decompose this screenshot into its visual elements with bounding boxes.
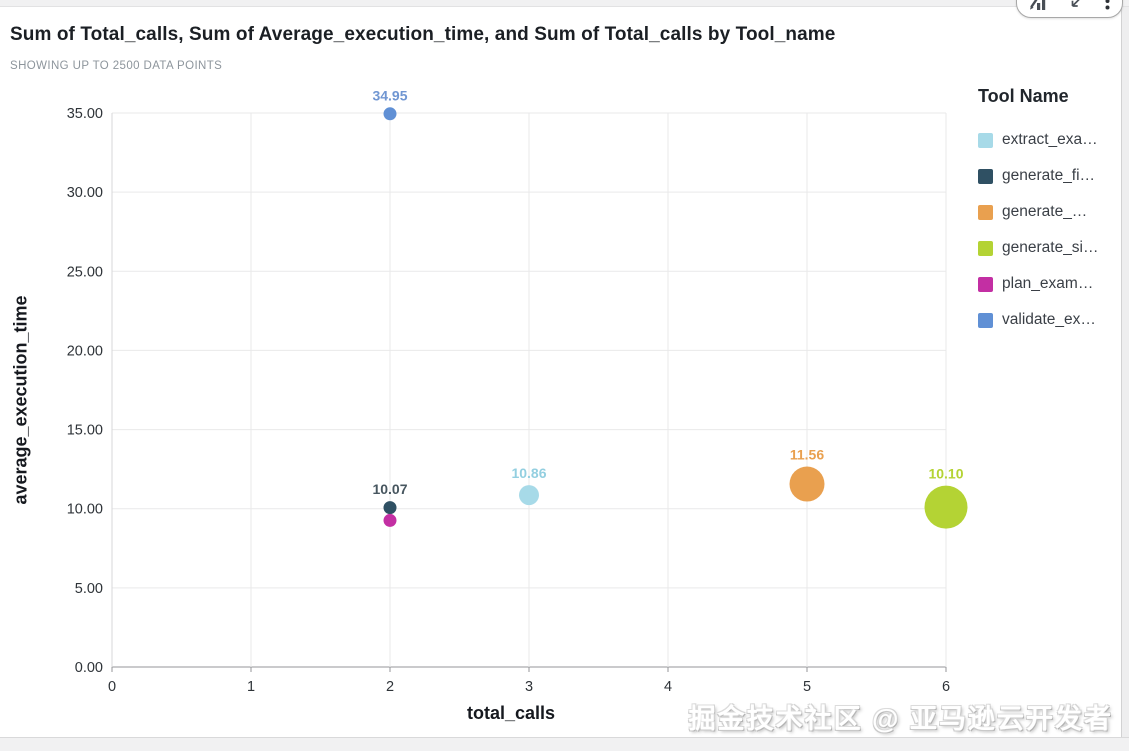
- legend-title: Tool Name: [978, 86, 1069, 106]
- legend-swatch-icon: [978, 276, 993, 292]
- legend-item[interactable]: generate_fi…: [978, 165, 1120, 187]
- bottom-edge: [0, 737, 1129, 751]
- legend-swatch-icon: [978, 168, 993, 184]
- legend-item-label: extract_exa…: [1002, 131, 1098, 148]
- chart-edit-icon: [1029, 0, 1047, 13]
- data-point-label: 10.07: [372, 481, 407, 497]
- legend-item[interactable]: generate_si…: [978, 237, 1120, 259]
- x-tick-label: 1: [247, 679, 255, 695]
- legend-item[interactable]: validate_ex…: [978, 309, 1120, 331]
- legend-swatch-icon: [978, 132, 993, 148]
- y-tick-label: 25.00: [67, 264, 103, 280]
- legend-swatch-icon: [978, 240, 993, 256]
- x-tick-label: 2: [386, 679, 394, 695]
- x-tick-label: 0: [108, 679, 116, 695]
- right-edge: [1121, 6, 1129, 737]
- watermark: 掘金技术社区 @ 亚马逊云开发者: [688, 704, 1113, 734]
- x-tick-label: 6: [942, 679, 950, 695]
- x-axis-title: total_calls: [466, 703, 556, 723]
- data-point-label: 34.95: [372, 87, 407, 103]
- data-point-label: 11.56: [790, 447, 824, 463]
- x-tick-label: 4: [664, 679, 672, 695]
- y-tick-label: 0.00: [75, 660, 103, 676]
- y-tick-label: 10.00: [67, 502, 103, 518]
- legend-item-label: plan_exam…: [1002, 275, 1094, 292]
- legend-swatch-icon: [978, 312, 993, 328]
- collapse-button[interactable]: [1069, 0, 1083, 13]
- data-point[interactable]: [383, 107, 397, 121]
- y-tick-label: 30.00: [67, 185, 103, 201]
- chart-title: Sum of Total_calls, Sum of Average_execu…: [10, 24, 836, 45]
- legend-item-label: generate_fi…: [1002, 167, 1096, 184]
- data-point-label: 10.86: [511, 465, 546, 481]
- y-tick-label: 15.00: [67, 423, 103, 439]
- collapse-arrow-icon: [1069, 0, 1083, 13]
- legend-item-label: generate_si…: [1002, 239, 1099, 256]
- legend-item[interactable]: generate_…: [978, 201, 1120, 223]
- data-point[interactable]: [519, 485, 539, 506]
- chart-subtitle: SHOWING UP TO 2500 DATA POINTS: [10, 60, 223, 72]
- legend-item[interactable]: plan_exam…: [978, 273, 1120, 295]
- legend: Tool Name extract_exa… generate_fi…genera…: [978, 86, 1120, 345]
- x-tick-label: 5: [803, 679, 811, 695]
- legend-item-label: validate_ex…: [1002, 311, 1096, 328]
- y-tick-label: 5.00: [75, 581, 103, 597]
- data-point[interactable]: [789, 466, 825, 502]
- legend-item-list: extract_exa… generate_fi… generate_…genera…: [978, 129, 1120, 331]
- data-point-label: 10.10: [928, 466, 963, 482]
- legend-item-label: generate_…: [1002, 203, 1088, 220]
- y-tick-label: 20.00: [67, 343, 103, 359]
- x-tick-label: 3: [525, 679, 533, 695]
- top-edge: [0, 0, 1129, 7]
- data-point[interactable]: [383, 513, 397, 527]
- legend-swatch-icon: [978, 204, 993, 220]
- y-tick-label: 35.00: [67, 106, 103, 122]
- visual-toolbar: [1016, 0, 1123, 18]
- edit-visual-button[interactable]: [1029, 0, 1047, 13]
- legend-item[interactable]: extract_exa…: [978, 129, 1120, 151]
- data-point[interactable]: [924, 485, 968, 529]
- data-point[interactable]: [383, 501, 397, 515]
- kebab-menu-icon: [1105, 0, 1110, 13]
- menu-button[interactable]: [1105, 0, 1110, 13]
